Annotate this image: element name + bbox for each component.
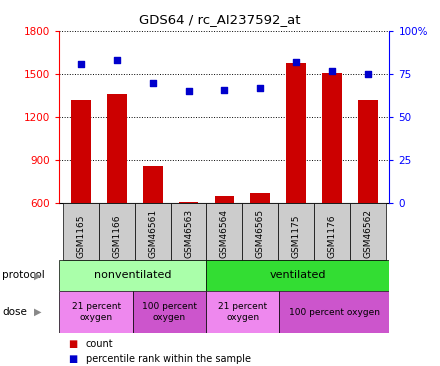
Point (185, 89, 192, 94)
Text: 100 percent
oxygen: 100 percent oxygen (142, 302, 197, 322)
Bar (278, 203, 314, 260)
Text: GSM46565: GSM46565 (256, 209, 265, 258)
Text: GSM46562: GSM46562 (363, 209, 372, 258)
Text: count: count (86, 339, 114, 348)
Point (293, 59, 300, 65)
Bar (322, 73, 342, 203)
Bar (279, 291, 389, 333)
Bar (206, 203, 242, 260)
Text: percentile rank within the sample: percentile rank within the sample (86, 354, 251, 364)
Text: dose: dose (2, 307, 27, 317)
Bar (107, 94, 127, 203)
Bar (242, 203, 278, 260)
Point (257, 85, 264, 91)
Bar (71, 100, 91, 203)
Text: GDS64 / rc_AI237592_at: GDS64 / rc_AI237592_at (139, 13, 301, 26)
Point (364, 71, 371, 77)
Text: ■: ■ (68, 354, 77, 364)
Text: ventilated: ventilated (269, 270, 326, 280)
Bar (206, 260, 389, 291)
Text: GSM46564: GSM46564 (220, 209, 229, 258)
Bar (63, 203, 99, 260)
Bar (179, 202, 198, 203)
Text: GSM1176: GSM1176 (327, 214, 337, 258)
Text: 21 percent
oxygen: 21 percent oxygen (72, 302, 121, 322)
Bar (250, 193, 270, 203)
Point (113, 57, 120, 63)
Text: nonventilated: nonventilated (94, 270, 172, 280)
Point (149, 80, 156, 86)
Bar (99, 203, 135, 260)
Point (77, 61, 84, 67)
Bar (314, 203, 350, 260)
Bar (171, 203, 206, 260)
Text: ■: ■ (68, 339, 77, 348)
Text: GSM1166: GSM1166 (112, 214, 121, 258)
Text: GSM1165: GSM1165 (77, 214, 85, 258)
Bar (206, 291, 279, 333)
Text: 21 percent
oxygen: 21 percent oxygen (218, 302, 267, 322)
Bar (133, 291, 206, 333)
Bar (350, 203, 386, 260)
Text: GSM46563: GSM46563 (184, 209, 193, 258)
Bar (135, 203, 171, 260)
Bar (286, 63, 306, 203)
Bar (59, 260, 206, 291)
Text: 100 percent oxygen: 100 percent oxygen (289, 307, 380, 317)
Bar (358, 100, 378, 203)
Text: GSM1175: GSM1175 (292, 214, 301, 258)
Bar (143, 166, 162, 203)
Bar (215, 196, 234, 203)
Text: GSM46561: GSM46561 (148, 209, 157, 258)
Text: ▶: ▶ (33, 307, 41, 317)
Text: protocol: protocol (2, 270, 45, 280)
Point (329, 68, 336, 74)
Point (221, 87, 228, 93)
Text: ▶: ▶ (33, 270, 41, 280)
Bar (59, 291, 133, 333)
